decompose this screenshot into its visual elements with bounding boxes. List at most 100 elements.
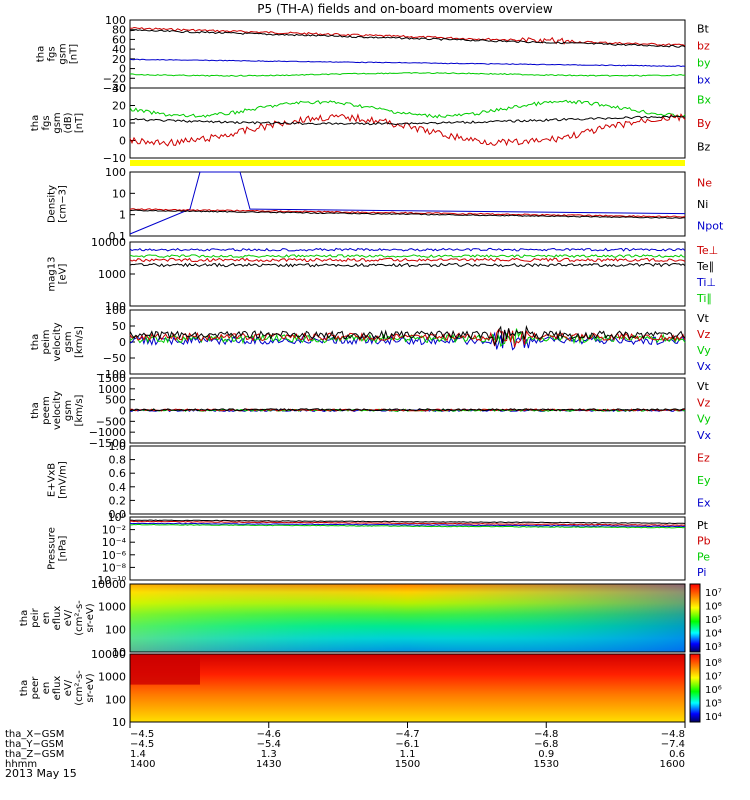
y-tick-label: −20 [103,72,126,85]
y-axis-label: Pressure[nPa] [47,527,69,570]
y-tick-label: 1 [119,209,126,222]
trace-Ni [129,209,685,219]
legend-Ni: Ni [697,198,708,211]
y-tick-label: 50 [112,320,126,333]
figure-title: P5 (TH-A) fields and on-board moments ov… [257,2,553,16]
y-tick-label: 100 [105,623,126,636]
axis-value: −7.4 [661,739,685,750]
trace-Ve1 [129,408,686,412]
axis-value: −6.8 [534,739,558,750]
axis-value: 1.4 [130,749,146,760]
y-tick-label: 100 [105,300,126,313]
panel-peerspec: 10000 1000 100 10 thapeerenefluxeV/(cm²-s-sr… [19,648,722,729]
panel-frame [129,171,686,237]
panel-temp: 10000 1000 100 mag13[eV] Te⊥ Te∥ Ti⊥ Ti∥ [47,236,719,313]
legend-Bz: Bz [697,140,711,153]
axis-value: −4.8 [534,729,558,740]
legend-Vz: Vz [697,396,711,409]
legend-Te⊥: Te⊥ [696,244,718,257]
legend-Pi: Pi [697,566,706,579]
panel-frame [129,516,686,581]
axis-row-label: hhmm [5,759,37,770]
legend-Vt: Vt [697,380,710,393]
y-tick-label: −100 [96,368,126,381]
spectrogram-overlay [130,584,685,652]
axis-value: 1400 [130,759,155,770]
panel-peirspec: 10000 1000 100 10 thapeirenefluxeV/(cm²-s-sr… [19,578,722,659]
yellow-bar [130,160,685,166]
colorbar-tick: 10³ [705,642,722,653]
axis-row-label: tha_Z−GSM [5,749,64,760]
legend-By: By [697,117,712,130]
y-tick-label: 1500 [98,372,126,385]
y-tick-label: 80 [112,24,126,37]
axis-value: −4.7 [395,729,419,740]
legend-Vy: Vy [697,344,711,357]
colorbar-tick: 10⁵ [705,699,722,710]
panel-efield: 1.00.80.60.40.20.0 E+VxB[mV/m] Ez Ey Ex [47,440,711,521]
legend-Pb: Pb [697,535,711,548]
legend-Te∥: Te∥ [696,260,714,273]
y-tick-label: 10 [112,117,126,130]
y-axis-label: thapeirenefluxeV/(cm²-s-sr-eV) [19,600,96,636]
y-tick-label: 0.1 [109,230,127,243]
y-tick-label: 0 [119,336,126,349]
y-axis-label: thafgsgsm(dB)[nT] [30,112,85,133]
trace-Npot [129,171,686,235]
y-tick-label: 1000 [98,671,126,684]
panel-frame [129,241,686,307]
y-tick-label: 40 [112,43,126,56]
legend-Vx: Vx [697,360,712,373]
y-tick-label: 100 [105,693,126,706]
trace-by [129,72,686,77]
legend-Pt: Pt [697,519,709,532]
axis-value: 0.6 [669,749,685,760]
colorbar-tick: 10⁴ [705,629,722,640]
colorbar [689,583,701,653]
y-tick-label: 10000 [91,648,126,661]
spectrogram-overlay [130,654,200,685]
axis-value: −5.4 [257,739,281,750]
axis-value: −4.6 [257,729,281,740]
y-tick-label: 10⁻² [102,524,126,537]
legend-Vy: Vy [697,413,711,426]
y-tick-label: 10 [112,187,126,200]
y-tick-label: −40 [103,82,126,95]
legend-Pe: Pe [697,550,710,563]
legend-Ne: Ne [697,177,712,190]
y-tick-label: 0.6 [109,467,127,480]
y-tick-label: 0.4 [109,481,127,494]
y-tick-label: 10 [112,646,126,659]
y-axis-label: Density[cm−3] [47,185,69,223]
legend-bx: bx [697,74,711,87]
y-tick-label: 10⁻¹⁰ [97,574,126,587]
colorbar-tick: 10⁷ [705,672,722,683]
colorbar-tick: 10⁷ [705,588,722,599]
trace-Ti-perp [129,247,686,252]
trace-Bx [129,99,686,119]
legend-Ex: Ex [697,497,711,510]
panel-peirvel: 100 50 0 −50 −100 thapeimvelocitygsm[km/s] Vt V… [30,304,712,381]
y-tick-label: 500 [105,394,126,407]
axis-value: 1430 [256,759,281,770]
y-axis-label: thapeerenefluxeV/(cm²-s-sr-eV) [19,670,96,706]
y-axis-label: E+VxB[mV/m] [47,461,69,499]
trace-Pb [130,520,686,526]
trace-Ti-par [129,254,686,259]
y-tick-label: −500 [96,415,126,428]
legend-by: by [697,57,711,70]
y-tick-label: 0 [119,405,126,418]
trace-Pe [129,523,686,529]
y-tick-label: 1.0 [109,440,127,453]
trace-bt [129,29,686,48]
date-label: 2013 May 15 [5,767,77,780]
y-tick-label: −1500 [89,437,126,450]
trace-Pt [129,519,686,525]
spectrogram-image [130,654,685,722]
y-tick-label: −1000 [89,426,126,439]
y-tick-label: 10⁻⁴ [102,536,127,549]
axis-row-label: tha_X−GSM [5,729,64,740]
y-tick-label: 0.2 [109,494,127,507]
